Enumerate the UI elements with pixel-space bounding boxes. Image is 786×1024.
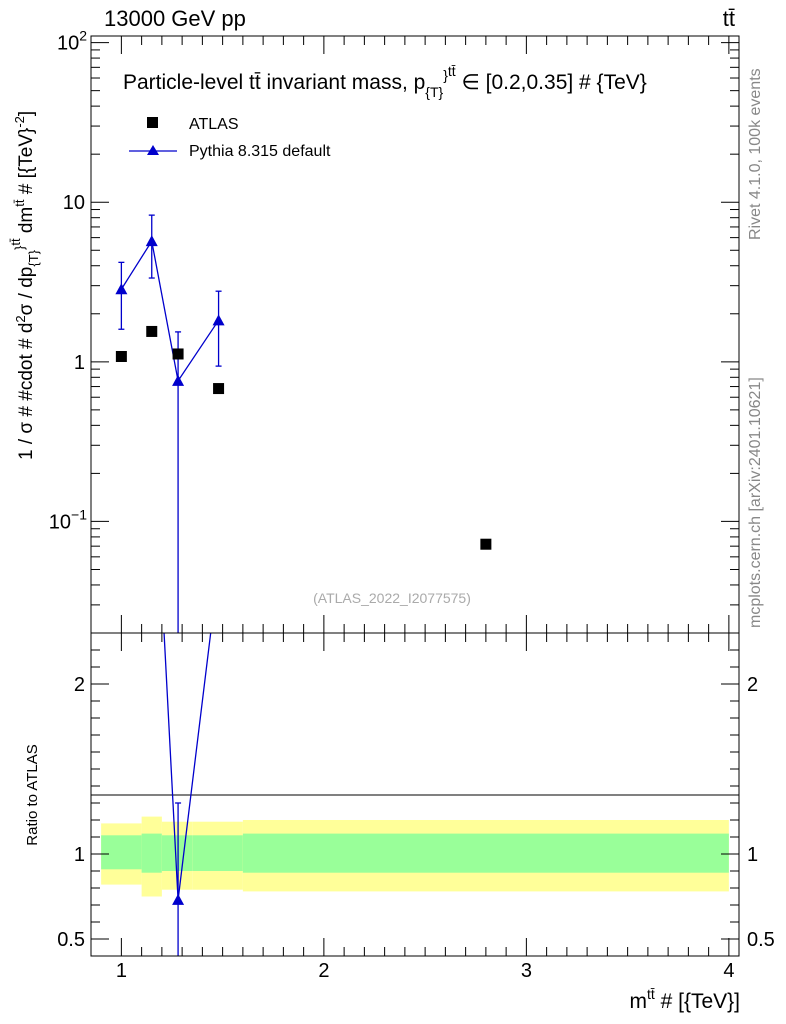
main-y-tick-label: 10 xyxy=(63,192,85,214)
ratio-y-tick-label: 1 xyxy=(74,844,85,866)
pythia-point xyxy=(145,235,158,247)
atlas-point xyxy=(172,348,184,360)
ratio-y-tick-label-right: 1 xyxy=(747,844,758,866)
legend-pythia-label: Pythia 8.315 default xyxy=(189,143,331,160)
chart-title: Particle-level tt̄ invariant mass, p{T}}… xyxy=(123,63,647,100)
legend-atlas-label: ATLAS xyxy=(189,116,239,133)
main-y-tick-label: 1 xyxy=(74,352,85,374)
main-y-tick-label: 102 xyxy=(57,28,87,55)
x-axis-label: mtt̄ # [{TeV}] xyxy=(629,986,740,1013)
main-y-axis-label: 1 / σ # #cdot # d2σ / dp{T}}tt̄ dmtt̄ # … xyxy=(8,111,41,460)
ratio-frame xyxy=(90,632,740,957)
ratio-bands xyxy=(101,816,729,897)
energy-label: 13000 GeV pp xyxy=(104,6,246,31)
ratio-y-axis-label: Ratio to ATLAS xyxy=(24,744,41,845)
atlas-point xyxy=(115,350,127,362)
pythia-point xyxy=(115,283,128,295)
main-panel: 10−1 1 10 102 (ATLAS_2022_I2077575) Particl… xyxy=(8,28,740,634)
mcplots-label: mcplots.cern.ch [arXiv:2401.10621] xyxy=(747,377,764,628)
legend: ATLAS Pythia 8.315 default xyxy=(129,116,331,160)
x-tick-label: 3 xyxy=(521,960,532,982)
ratio-band-inner xyxy=(242,833,729,873)
analysis-watermark: (ATLAS_2022_I2077575) xyxy=(313,590,471,606)
ratio-y-tick-label-right: 2 xyxy=(747,674,758,696)
legend-atlas-marker xyxy=(147,117,158,128)
legend-pythia-marker xyxy=(147,145,159,155)
ratio-ticks: 0.5 0.5 1 1 2 2 1 2 3 4 xyxy=(57,633,775,982)
pythia-line xyxy=(120,239,220,383)
main-data xyxy=(115,214,492,633)
x-tick-label: 2 xyxy=(318,960,329,982)
main-ticks: 10−1 1 10 102 xyxy=(49,28,739,634)
pythia-point xyxy=(172,374,185,386)
ratio-band-inner xyxy=(141,833,162,873)
ratio-y-tick-label: 0.5 xyxy=(57,929,85,951)
atlas-point xyxy=(480,538,492,550)
ratio-band-inner xyxy=(161,835,193,871)
atlas-point xyxy=(213,383,225,395)
atlas-point xyxy=(146,325,158,337)
x-tick-label: 1 xyxy=(116,960,127,982)
main-y-tick-label: 10−1 xyxy=(49,506,87,533)
process-label: tt̄ xyxy=(723,6,735,31)
ratio-pythia-point xyxy=(172,893,185,905)
ratio-panel: 0.5 0.5 1 1 2 2 1 2 3 4 Ratio to ATLAS mtt̄ # [{T… xyxy=(24,632,775,1013)
x-tick-label: 4 xyxy=(723,960,734,982)
ratio-band-inner xyxy=(192,835,243,871)
ratio-band-inner xyxy=(101,835,142,870)
ratio-pythia-line xyxy=(163,633,212,900)
ratio-y-tick-label-right: 0.5 xyxy=(747,929,775,951)
rivet-version-label: Rivet 4.1.0, 100k events xyxy=(747,68,764,240)
ratio-y-tick-label: 2 xyxy=(74,674,85,696)
ratio-data xyxy=(163,633,212,956)
pythia-point xyxy=(212,314,225,326)
